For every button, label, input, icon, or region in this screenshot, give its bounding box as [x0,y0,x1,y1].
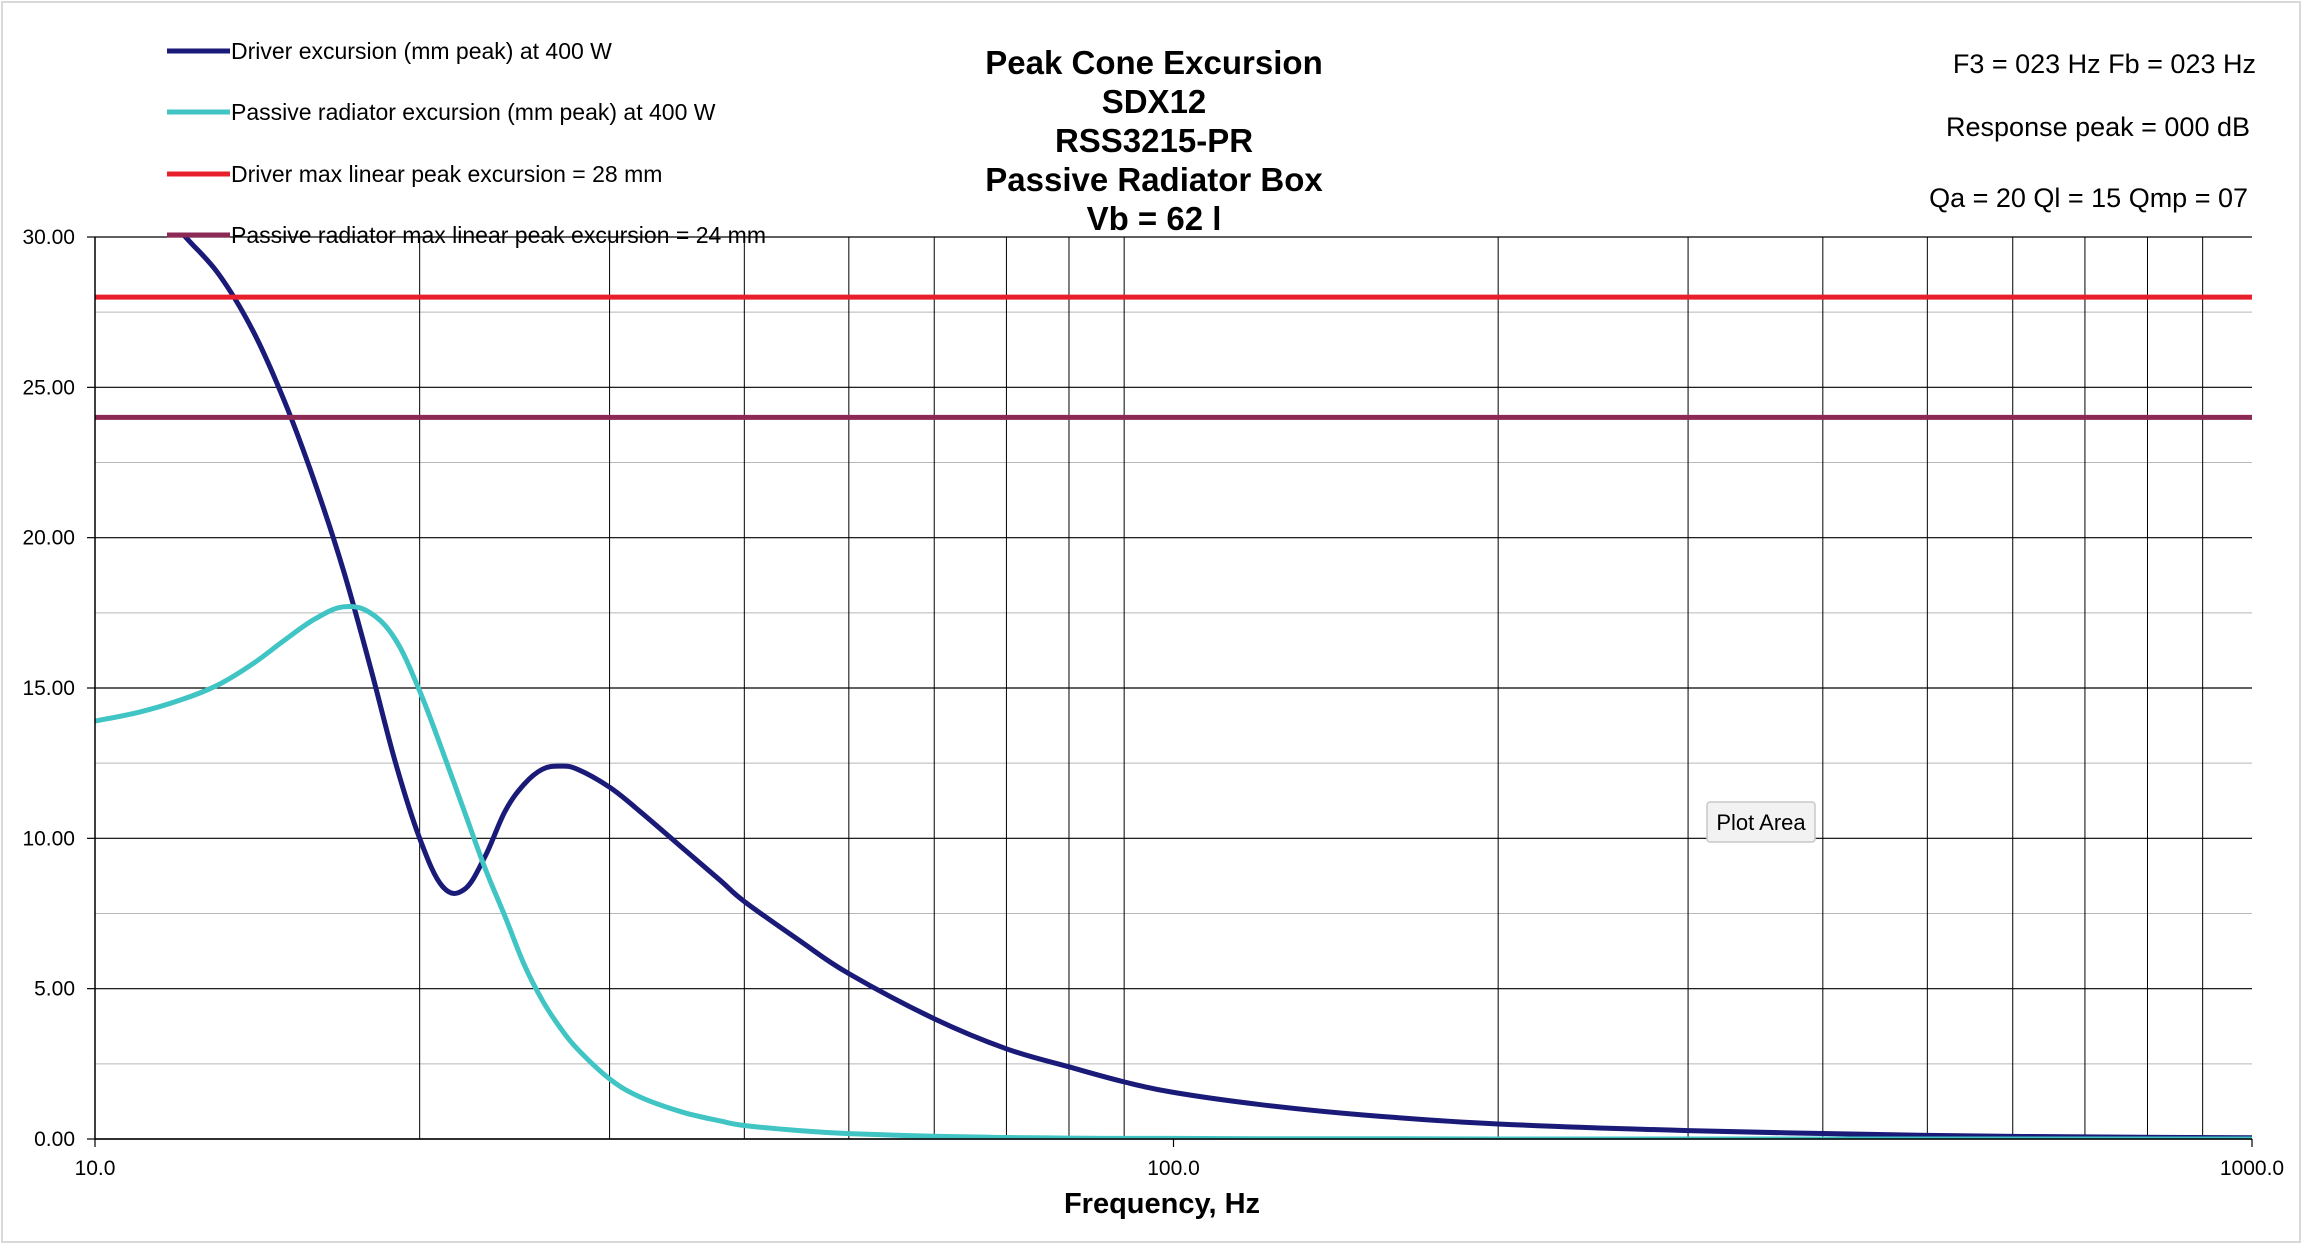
title-line-2: SDX12 [1102,83,1207,120]
title-line-5: Vb = 62 l [1087,200,1222,237]
annotation-response-peak: Response peak = 000 dB [1946,112,2250,142]
y-tick-label: 30.00 [22,226,75,249]
y-tick-label: 10.00 [22,827,75,850]
y-tick-label: 0.00 [34,1128,75,1151]
legend: Driver excursion (mm peak) at 400 W Passi… [167,38,766,248]
annotation-q-values: Qa = 20 Ql = 15 Qmp = 07 [1929,183,2248,213]
annotation-f3-fb: F3 = 023 Hz Fb = 023 Hz [1953,49,2256,79]
x-tick-label: 1000.0 [2220,1157,2284,1180]
y-tick-label: 15.00 [22,677,75,700]
x-tick-label: 100.0 [1147,1157,1200,1180]
series-line-1 [182,237,2252,1139]
tooltip-box [1706,801,1816,843]
series-layer [95,237,2252,1139]
y-tick-label: 5.00 [34,978,75,1001]
title-line-1: Peak Cone Excursion [985,44,1322,81]
legend-label-1: Driver excursion (mm peak) at 400 W [231,38,612,64]
legend-label-3: Driver max linear peak excursion = 28 mm [231,161,662,187]
legend-label-2: Passive radiator excursion (mm peak) at … [231,99,716,125]
title-line-4: Passive Radiator Box [985,161,1323,198]
axis-layer: 0.00 5.00 10.00 15.00 20.00 25.00 30.00 10.0 100… [22,226,2284,1180]
legend-label-4: Passive radiator max linear peak excursi… [231,222,766,248]
tooltip-label: Plot Area [1716,810,1806,835]
info-annotations: F3 = 023 Hz Fb = 023 Hz Response peak = … [1929,49,2256,213]
y-tick-label: 20.00 [22,527,75,550]
plot-area-tooltip: Plot Area [1706,801,1816,843]
x-tick-label: 10.0 [75,1157,116,1180]
y-tick-label: 25.00 [22,376,75,399]
title-line-3: RSS3215-PR [1055,122,1253,159]
x-axis-title: Frequency, Hz [1064,1188,1260,1220]
chart-title: Peak Cone Excursion SDX12 RSS3215-PR Pas… [985,44,1323,237]
